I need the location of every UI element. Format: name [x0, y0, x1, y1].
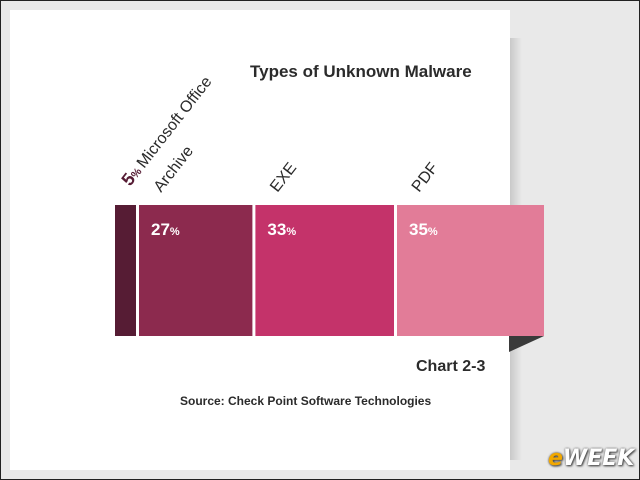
logo-prefix: e	[548, 446, 563, 471]
value-label: 27%	[151, 220, 180, 239]
chart-caption: Chart 2-3	[416, 358, 486, 375]
category-label: PDF	[409, 160, 442, 196]
category-label: EXE	[267, 160, 300, 196]
bar-fold-shadow	[509, 336, 544, 352]
chart-title: Types of Unknown Malware	[250, 62, 472, 81]
eweek-logo: eWEEK	[548, 446, 634, 471]
logo-rest: WEEK	[562, 446, 635, 471]
bar-segment-pdf	[397, 205, 544, 336]
bar-segment-archive	[139, 205, 253, 336]
source-note: Source: Check Point Software Technologie…	[180, 394, 432, 408]
bar-segment-exe	[255, 205, 394, 336]
bar-segment-microsoft-office	[115, 205, 136, 336]
value-label: 33%	[267, 220, 296, 239]
value-label: 35%	[409, 220, 438, 239]
